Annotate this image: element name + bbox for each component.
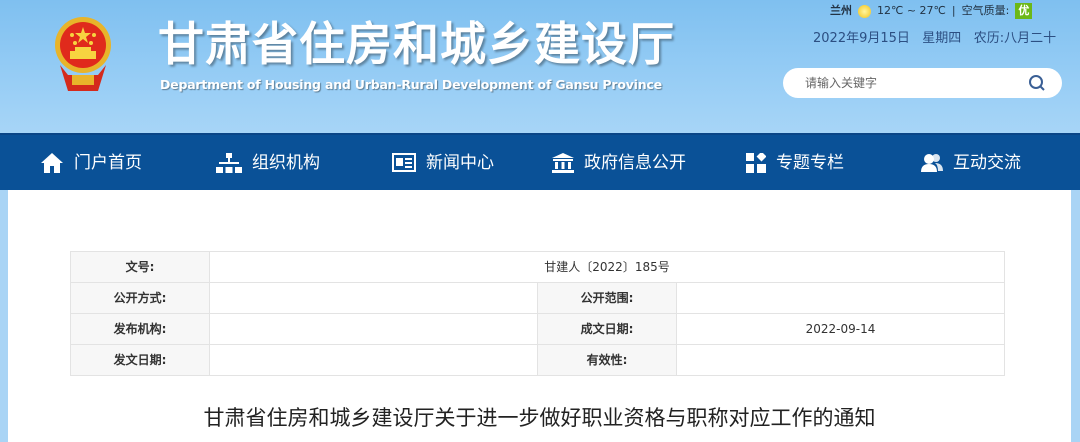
open-scope-label: 公开范围: (537, 282, 677, 314)
nav-item-organization[interactable]: 组织机构 (216, 135, 320, 190)
nav-item-home[interactable]: 门户首页 (40, 135, 142, 190)
search-icon[interactable] (1028, 74, 1046, 92)
main-nav: 门户首页 组织机构 新闻中心 政府信息公开 专题专栏 互动交流 (0, 133, 1080, 190)
nav-label: 互动交流 (953, 152, 1021, 173)
weather-temp: 12℃ ~ 27℃ (877, 4, 946, 17)
issue-date-value (209, 344, 538, 376)
grid-icon (746, 152, 766, 173)
open-mode-value (209, 282, 538, 314)
org-chart-icon (216, 152, 242, 173)
nav-label: 政府信息公开 (584, 152, 686, 173)
weather-widget: 兰州 12℃ ~ 27℃ | 空气质量: 优 (830, 3, 1033, 19)
document-meta-table: 文号: 甘建人〔2022〕185号 公开方式: 公开范围: 发布机构: 成文日期… (70, 251, 1006, 376)
nav-label: 门户首页 (74, 152, 142, 173)
government-building-icon (552, 152, 574, 173)
validity-value (675, 344, 1006, 376)
site-header: 甘肃省住房和城乡建设厅 Department of Housing and Ur… (0, 0, 1080, 133)
document-title: 甘肃省住房和城乡建设厅关于进一步做好职业资格与职称对应工作的通知 (203, 406, 876, 430)
search-input[interactable] (805, 68, 1025, 98)
content-panel: 文号: 甘建人〔2022〕185号 公开方式: 公开范围: 发布机构: 成文日期… (8, 190, 1071, 442)
nav-item-gov-info[interactable]: 政府信息公开 (552, 135, 686, 190)
table-row: 发文日期: 有效性: (70, 344, 1006, 376)
site-title: 甘肃省住房和城乡建设厅 (158, 17, 675, 71)
nav-label: 专题专栏 (776, 152, 844, 173)
nav-label: 组织机构 (252, 152, 320, 173)
table-row: 文号: 甘建人〔2022〕185号 (70, 251, 1006, 283)
air-quality-label: 空气质量: (961, 4, 1010, 17)
national-emblem-icon (55, 17, 111, 91)
users-icon (921, 153, 943, 172)
site-subtitle: Department of Housing and Urban-Rural De… (160, 77, 662, 92)
current-date: 2022年9月15日 星期四 农历:八月二十 (813, 31, 1057, 46)
nav-item-interaction[interactable]: 互动交流 (921, 135, 1021, 190)
issue-date-label: 发文日期: (70, 344, 210, 376)
doc-number-value: 甘建人〔2022〕185号 (208, 251, 1006, 283)
issuer-label: 发布机构: (70, 313, 210, 345)
open-mode-label: 公开方式: (70, 282, 210, 314)
written-date-label: 成文日期: (537, 313, 677, 345)
validity-label: 有效性: (537, 344, 677, 376)
open-scope-value (675, 282, 1006, 314)
air-quality-badge: 优 (1015, 3, 1033, 19)
weather-city: 兰州 (830, 4, 852, 17)
sun-icon (858, 4, 871, 18)
nav-item-news[interactable]: 新闻中心 (392, 135, 494, 190)
nav-label: 新闻中心 (426, 152, 494, 173)
weather-separator: | (951, 4, 956, 17)
home-icon (41, 152, 63, 173)
table-row: 发布机构: 成文日期: 2022-09-14 (70, 313, 1006, 345)
issuer-value (209, 313, 538, 345)
search-box (783, 68, 1062, 98)
table-row: 公开方式: 公开范围: (70, 282, 1006, 314)
newspaper-icon (392, 153, 416, 172)
nav-item-topics[interactable]: 专题专栏 (746, 135, 844, 190)
written-date-value: 2022-09-14 (675, 313, 1006, 345)
doc-number-label: 文号: (70, 251, 210, 283)
